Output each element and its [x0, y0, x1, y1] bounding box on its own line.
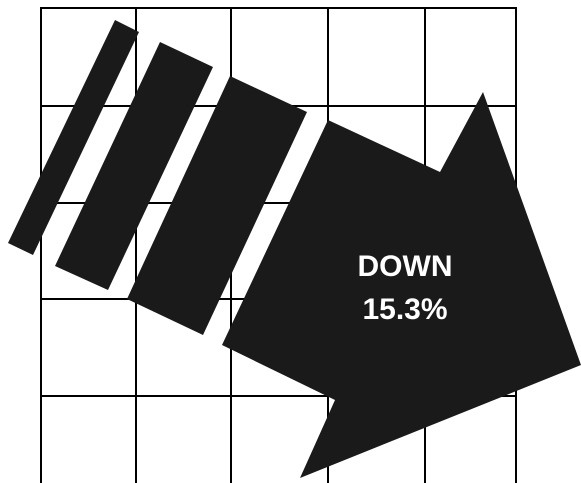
arrow [222, 92, 581, 478]
stripe [127, 76, 307, 335]
stripe [55, 42, 213, 290]
label-line: 15.3% [362, 293, 447, 326]
stripe [8, 20, 139, 255]
label-line: DOWN [358, 250, 453, 283]
